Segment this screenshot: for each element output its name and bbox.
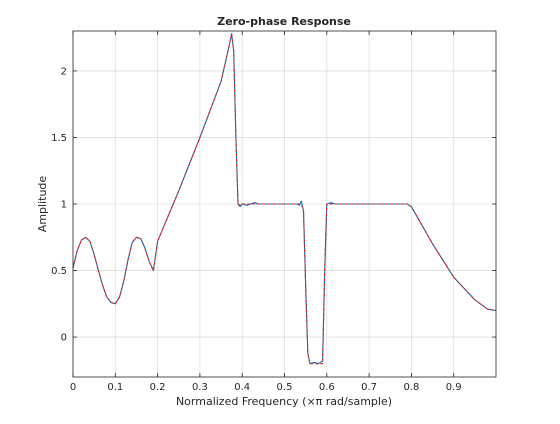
- axis-ticks: 0 0.1 0.2 0.3 0.4 0.5 0.6 0.7 0.8 0.9 0 0.5 1 1.5 2: [51, 31, 496, 393]
- series-line-2: [72, 33, 497, 365]
- y-tick-label: 0.5: [51, 266, 67, 277]
- y-tick-label: 1: [61, 200, 67, 211]
- chart-title: Zero-phase Response: [217, 15, 351, 28]
- x-tick-label: 0.8: [403, 382, 419, 393]
- x-tick-label: 0.3: [192, 382, 208, 393]
- y-tick-label: 1.5: [51, 133, 67, 144]
- x-tick-label: 0.4: [234, 382, 250, 393]
- grid-lines: [72, 31, 496, 377]
- x-tick-label: 0.2: [150, 382, 166, 393]
- x-axis-label: Normalized Frequency (×π rad/sample): [176, 395, 392, 408]
- x-tick-label: 0.6: [319, 382, 335, 393]
- x-tick-label: 0: [70, 382, 76, 393]
- x-tick-label: 0.7: [361, 382, 377, 393]
- x-tick-label: 0.9: [446, 382, 462, 393]
- y-tick-label: 2: [61, 66, 67, 77]
- series-lines: [72, 33, 497, 365]
- x-tick-label: 0.1: [107, 382, 123, 393]
- y-tick-label: 0: [61, 333, 67, 344]
- y-axis-label: Amplitude: [36, 176, 49, 233]
- x-tick-label: 0.5: [277, 382, 293, 393]
